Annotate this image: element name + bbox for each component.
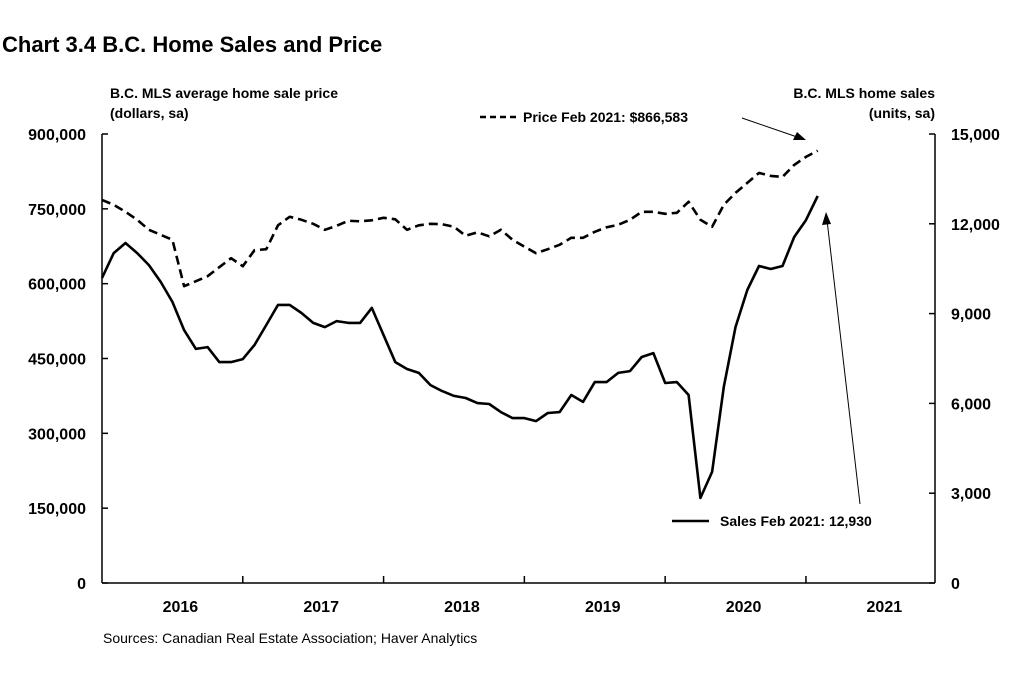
left-y-tick-label: 300,000: [28, 426, 86, 443]
series-line-sales: [100, 195, 819, 500]
right-y-tick-label: 15,000: [951, 127, 1000, 144]
right-y-tick-label: 9,000: [951, 307, 991, 324]
right-y-tick-label: 0: [951, 576, 960, 593]
right-y-tick-label: 12,000: [951, 217, 1000, 234]
right-axis-label-line2: (units, sa): [869, 105, 935, 121]
source-note: Sources: Canadian Real Estate Associatio…: [103, 630, 477, 646]
left-y-tick-label: 450,000: [28, 352, 86, 369]
left-axis-label-line1: B.C. MLS average home sale price: [110, 85, 338, 101]
x-tick-label: 2019: [585, 599, 621, 616]
right-axis-label-line1: B.C. MLS home sales: [793, 85, 935, 101]
x-tick-label: 2017: [303, 599, 339, 616]
right-y-tick-label: 3,000: [951, 486, 991, 503]
x-tick-label: 2018: [444, 599, 480, 616]
chart-title: Chart 3.4 B.C. Home Sales and Price: [2, 32, 382, 57]
x-tick-label: 2021: [867, 599, 903, 616]
left-y-tick-label: 600,000: [28, 277, 86, 294]
price-arrowhead: [793, 132, 806, 140]
x-tick-label: 2016: [163, 599, 199, 616]
left-y-tick-label: 900,000: [28, 127, 86, 144]
left-y-tick-label: 150,000: [28, 501, 86, 518]
right-y-tick-label: 6,000: [951, 396, 991, 413]
series-line-price: [101, 149, 819, 288]
left-y-tick-label: 750,000: [28, 202, 86, 219]
left-axis-label-line2: (dollars, sa): [110, 105, 189, 121]
sales-annotation: Sales Feb 2021: 12,930: [720, 513, 872, 529]
x-tick-label: 2020: [726, 599, 762, 616]
price-annotation: Price Feb 2021: $866,583: [523, 109, 688, 125]
price-arrow: [741, 117, 801, 139]
left-y-tick-label: 0: [77, 576, 86, 593]
sales-arrowhead: [822, 212, 831, 225]
sales-arrow: [826, 219, 861, 505]
